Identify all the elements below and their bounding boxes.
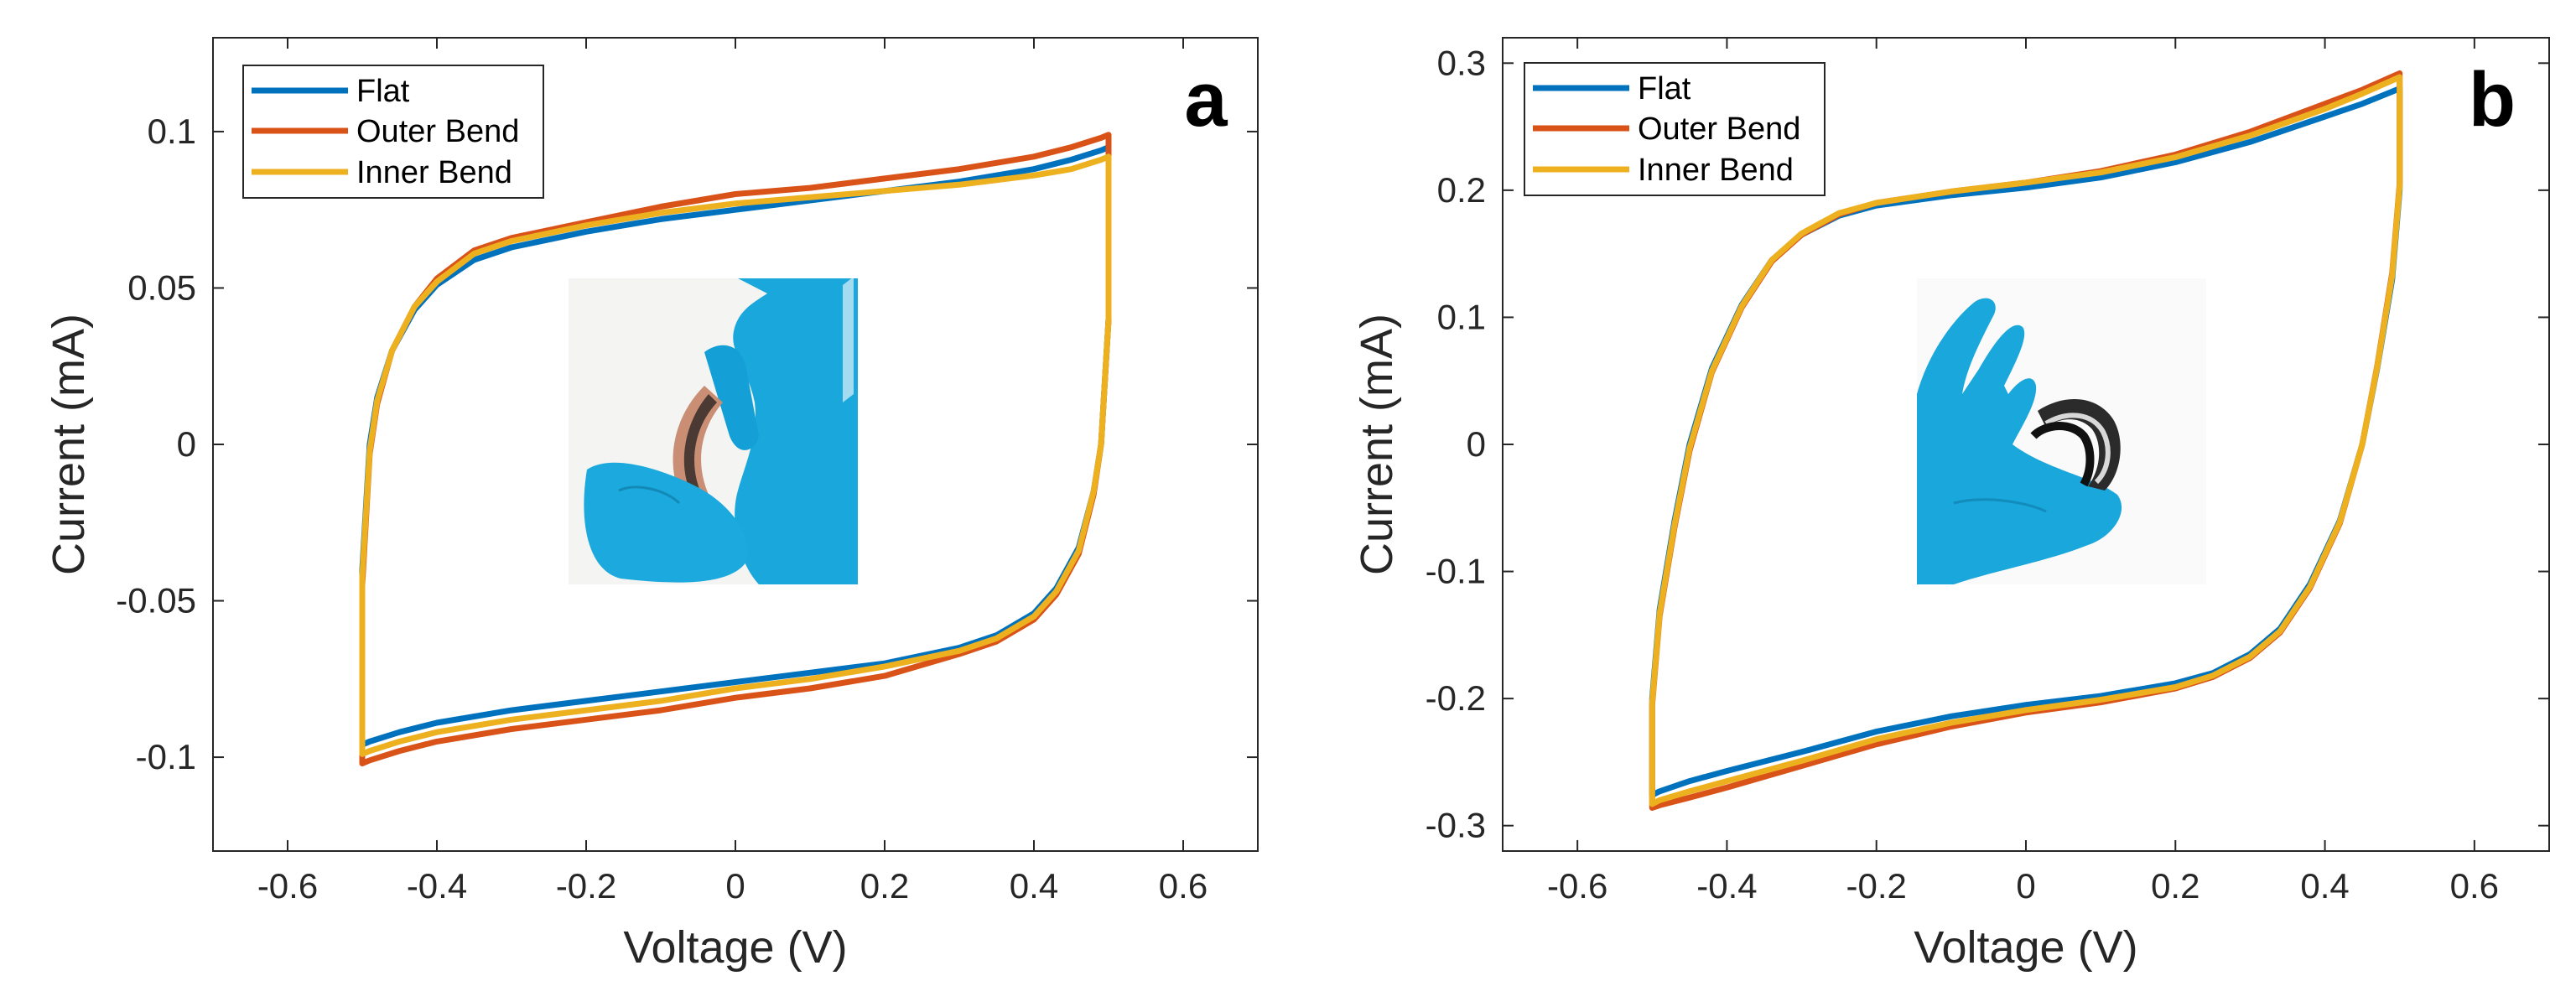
panel-b-x-axis-label: Voltage (V): [1914, 922, 2137, 973]
panel-b-letter: b: [2469, 57, 2516, 143]
panel-a-x-axis-label: Voltage (V): [623, 922, 847, 973]
panel-b-legend-flat: Flat: [1638, 71, 1691, 106]
panel-a-letter: a: [1184, 57, 1228, 143]
panel-a-x-tick-label: 0.2: [860, 866, 909, 906]
panel-b-inset-photo: [1917, 278, 2206, 584]
panel-a-legend-outer: Outer Bend: [356, 114, 519, 149]
panel-b-y-tick-label: -0.3: [1426, 806, 1486, 845]
panel-b-x-tick-label: 0.6: [2450, 866, 2499, 906]
panel-b-y-tick-label: 0: [1467, 424, 1486, 464]
panel-b-chart: -0.6 -0.4 -0.2 0 0.2 0.4 0.6 -0.3 -0.2 -0.1 0 0.1 0…: [1352, 37, 2550, 973]
panel-a-chart: -0.6 -0.4 -0.2 0 0.2 0.4 0.6 -0.1 -0.05 0 0.05 0.1…: [44, 37, 1259, 973]
panel-b-x-tick-label: 0.2: [2151, 866, 2199, 906]
panel-b-y-tick-label: -0.1: [1426, 552, 1486, 591]
panel-a-y-tick-label: 0: [177, 424, 196, 464]
panel-b-legend-outer: Outer Bend: [1638, 112, 1800, 147]
panel-a-series: [359, 132, 1112, 766]
panel-b-x-tick-label: 0: [2016, 866, 2035, 906]
panel-b-series: [1649, 70, 2403, 811]
panel-a-x-tick-label: 0.6: [1159, 866, 1208, 906]
panel-a-y-tick-label: -0.05: [116, 581, 196, 620]
panel-a-y-ticks: -0.1 -0.05 0 0.05 0.1: [116, 112, 1258, 776]
panel-a-legend: Flat Outer Bend Inner Bend: [242, 65, 544, 199]
panel-a-legend-inner: Inner Bend: [356, 155, 512, 190]
panel-b-y-tick-label: -0.2: [1426, 678, 1486, 718]
panel-b-legend-inner: Inner Bend: [1638, 153, 1794, 188]
panel-a-y-tick-label: 0.1: [148, 112, 196, 151]
panel-a-x-ticks: -0.6 -0.4 -0.2 0 0.2 0.4 0.6: [257, 38, 1208, 906]
panel-b-y-ticks: -0.3 -0.2 -0.1 0 0.1 0.2 0.3: [1426, 43, 2549, 845]
panel-b-y-tick-label: 0.1: [1437, 297, 1486, 336]
panel-b-y-tick-label: 0.2: [1437, 170, 1486, 210]
panel-a-y-tick-label: 0.05: [127, 267, 196, 307]
panel-a-x-tick-label: -0.4: [407, 866, 467, 906]
panel-b-x-ticks: -0.6 -0.4 -0.2 0 0.2 0.4 0.6: [1547, 38, 2499, 906]
panel-b-series-inner-bend: [1649, 74, 2403, 807]
panel-b-legend: Flat Outer Bend Inner Bend: [1524, 62, 1826, 196]
panel-b-y-axis-label: Current (mA): [1352, 314, 1402, 575]
panel-a-y-tick-label: -0.1: [136, 737, 196, 776]
panel-a-legend-flat: Flat: [356, 74, 410, 109]
panel-a-series-inner-bend: [359, 153, 1112, 757]
panel-b-x-tick-label: -0.6: [1547, 866, 1607, 906]
panel-a-inset-photo: [569, 277, 858, 584]
panel-a-x-tick-label: -0.2: [556, 866, 616, 906]
panel-b-x-tick-label: 0.4: [2300, 866, 2349, 906]
panel-b-x-tick-label: -0.2: [1846, 866, 1907, 906]
panel-b-x-tick-label: -0.4: [1696, 866, 1757, 906]
panel-a-x-tick-label: 0.4: [1010, 866, 1058, 906]
panel-a-x-tick-label: -0.6: [257, 866, 318, 906]
panel-a-y-axis-label: Current (mA): [44, 314, 94, 575]
panel-a-x-tick-label: 0: [725, 866, 745, 906]
panel-b-y-tick-label: 0.3: [1437, 43, 1486, 82]
